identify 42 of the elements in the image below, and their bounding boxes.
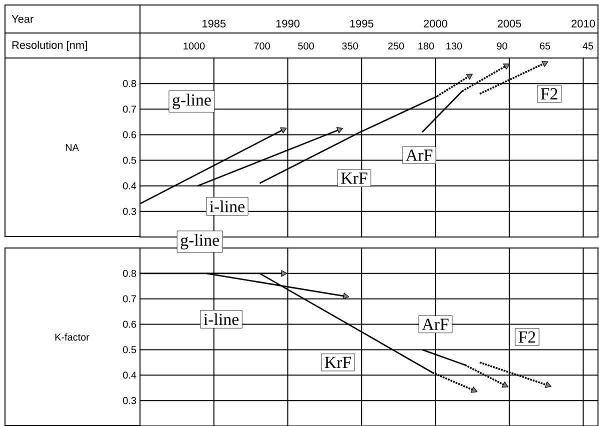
- text: 90: [496, 42, 508, 50]
- y-tick-label: 0.7: [123, 106, 136, 113]
- x-tick-label: 1985: [202, 20, 226, 28]
- series-label: F2: [518, 331, 536, 343]
- y-tick-label: 0.7: [123, 295, 136, 302]
- y-tick-label: 0.8: [123, 270, 136, 277]
- text: 250: [388, 42, 404, 50]
- series-label: ArF: [406, 150, 432, 161]
- series-label: i-line: [210, 200, 244, 212]
- text: Resolution [nm]: [12, 40, 87, 52]
- y-tick-label: 0.5: [123, 346, 136, 354]
- text: i-line: [204, 313, 239, 326]
- x-tick-label: 2000: [424, 20, 448, 28]
- y-tick-label: 0.3: [123, 208, 136, 215]
- y-tick-label: 0.6: [123, 320, 136, 328]
- y-tick-label: 0.5: [123, 156, 136, 164]
- series-label: g-line: [180, 234, 220, 250]
- text: 700: [254, 42, 270, 50]
- text: g-line: [172, 94, 211, 110]
- series-label: F2: [540, 88, 558, 100]
- text: 45: [582, 42, 594, 50]
- y-axis-title: NA: [66, 144, 79, 151]
- text: 350: [342, 42, 358, 50]
- text: 1000: [184, 42, 205, 50]
- x-tick-label: 2005: [498, 20, 522, 28]
- y-axis-title: K-factor: [55, 333, 90, 341]
- y-tick-label: 0.4: [123, 182, 136, 190]
- series-label: ArF: [422, 318, 449, 330]
- text: 180: [418, 42, 434, 50]
- y-tick-label: 0.4: [123, 372, 136, 379]
- y-tick-label: 0.6: [123, 131, 136, 138]
- series-label: KrF: [341, 172, 368, 184]
- text: Year: [12, 15, 34, 23]
- y-tick-label: 0.8: [123, 80, 136, 88]
- x-tick-label: 1990: [276, 20, 300, 28]
- y-tick-label: 0.3: [123, 397, 136, 404]
- x-tick-label: 2010: [572, 20, 595, 28]
- text: 65: [540, 42, 550, 50]
- text: 500: [298, 42, 314, 50]
- series-label: KrF: [324, 356, 352, 368]
- text: 130: [446, 42, 462, 50]
- x-tick-label: 1995: [350, 20, 374, 28]
